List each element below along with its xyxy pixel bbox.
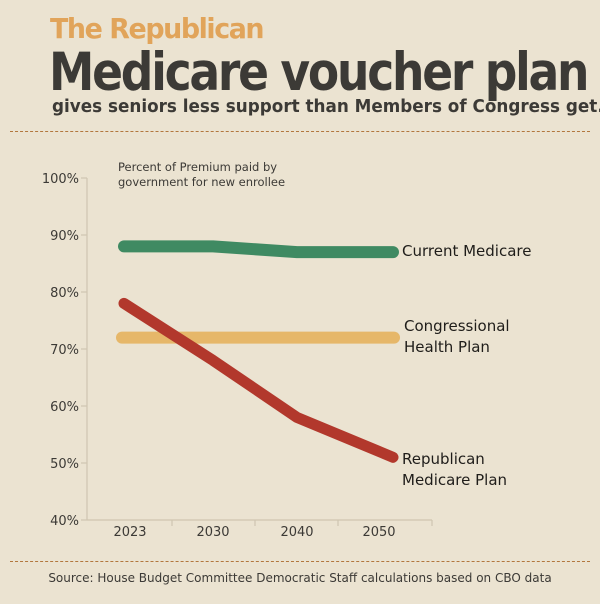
x-tick-label: 2030 (196, 525, 229, 540)
series-line-2 (118, 297, 399, 463)
y-tick-label: 50% (50, 457, 79, 472)
y-axis-ticks: 40% 50% 60% 70% 80% 90% 100% (42, 172, 87, 529)
x-tick-label: 2050 (362, 525, 395, 540)
source-note: Source: House Budget Committee Democrati… (48, 571, 552, 585)
y-tick-label: 100% (42, 172, 79, 187)
series-label-line: Health Plan (404, 338, 490, 356)
bottom-divider (10, 561, 590, 562)
chart-axes (86, 178, 433, 526)
subtitle: gives seniors less support than Members … (52, 97, 600, 117)
series-label-line: Republican (402, 450, 485, 468)
headline-kicker: The Republican (50, 12, 265, 45)
series-line-0 (118, 240, 399, 259)
series-label-line: Current Medicare (402, 242, 531, 260)
y-tick-label: 80% (50, 286, 79, 301)
y-axis-label-line: Percent of Premium paid by (118, 160, 277, 174)
y-tick-label: 70% (50, 343, 79, 358)
y-tick-label: 60% (50, 400, 79, 415)
x-tick-label: 2040 (280, 525, 313, 540)
page-title: Medicare voucher plan (49, 42, 590, 103)
y-tick-label: 90% (50, 229, 79, 244)
series-label-line: Medicare Plan (402, 471, 507, 489)
y-tick-label: 40% (50, 514, 79, 529)
x-axis-ticks: 2023 2030 2040 2050 (113, 525, 395, 540)
x-tick-label: 2023 (113, 525, 146, 540)
series-labels: Current Medicare Congressional Health Plan… (402, 242, 531, 489)
top-divider (10, 131, 590, 132)
series-label-line: Congressional (404, 317, 510, 335)
series-lines (116, 240, 400, 463)
y-axis-label-line: government for new enrollee (118, 175, 285, 189)
